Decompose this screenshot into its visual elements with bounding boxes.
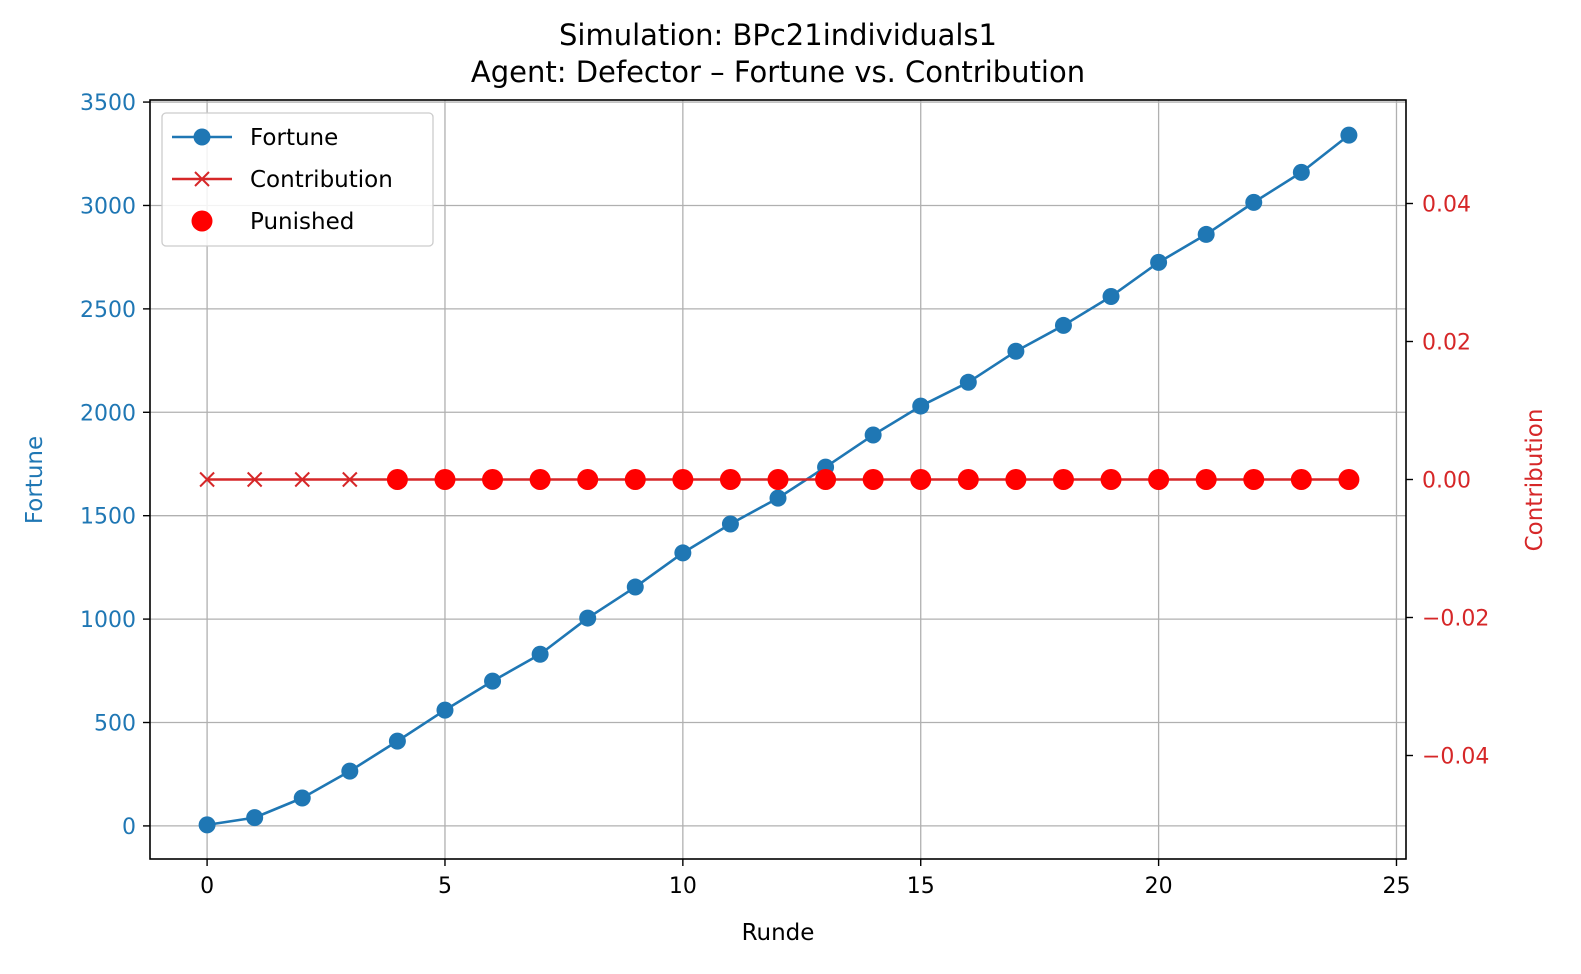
y-left-tick-label: 2000 — [80, 401, 136, 426]
y-right-axis-ticks: −0.04 −0.02 0.00 0.02 0.04 — [1406, 193, 1489, 770]
punished-point — [1195, 469, 1217, 490]
punished-point — [386, 469, 408, 490]
fortune-point — [721, 515, 739, 533]
y-right-tick-label: 0.02 — [1422, 331, 1471, 356]
y-left-tick-label: 3500 — [80, 91, 136, 116]
y-left-axis-label: Fortune — [22, 436, 48, 524]
x-tick-label: 0 — [200, 874, 214, 899]
legend-contribution-marker — [194, 171, 210, 187]
fortune-point — [436, 701, 454, 719]
punished-point — [815, 469, 837, 490]
x-tick-label: 25 — [1382, 874, 1410, 899]
punished-point — [957, 469, 979, 490]
y-left-tick-label: 0 — [122, 815, 136, 840]
contribution-point — [342, 471, 358, 488]
y-left-tick-label: 3000 — [80, 194, 136, 219]
y-right-axis-label: Contribution — [1522, 409, 1548, 552]
y-left-tick-label: 2500 — [80, 298, 136, 323]
legend-fortune-label: Fortune — [250, 125, 338, 151]
y-right-tick-label: 0.00 — [1422, 469, 1471, 494]
punished-point — [1290, 469, 1312, 490]
y-left-axis-ticks: 0 500 1000 1500 2000 2500 3000 3500 — [80, 91, 150, 840]
punished-point — [1148, 469, 1170, 490]
y-left-tick-label: 1500 — [80, 505, 136, 530]
fortune-point — [1150, 253, 1168, 271]
legend-box — [161, 112, 434, 247]
punished-point — [1005, 469, 1027, 490]
fortune-point — [198, 816, 216, 834]
fortune-point — [1197, 225, 1215, 243]
fortune-point — [912, 397, 930, 415]
contribution-point — [246, 471, 263, 488]
legend-contribution-label: Contribution — [250, 167, 393, 193]
punished-point — [1338, 469, 1360, 490]
x-axis-ticks: 0 5 10 15 20 25 — [200, 859, 1410, 899]
punished-point — [1052, 469, 1074, 490]
punished-point — [719, 469, 741, 490]
fortune-point — [674, 544, 692, 562]
fortune-point — [388, 732, 406, 750]
contribution-point — [294, 471, 310, 488]
punished-point — [577, 469, 599, 490]
x-tick-label: 10 — [669, 874, 697, 899]
fortune-point — [1340, 126, 1358, 144]
fortune-point — [246, 809, 264, 827]
legend-punished-marker — [191, 210, 213, 232]
punished-point — [624, 469, 646, 490]
punished-point — [767, 469, 789, 490]
fortune-point — [864, 426, 882, 444]
x-tick-label: 15 — [907, 874, 935, 899]
y-right-tick-label: −0.04 — [1422, 745, 1489, 770]
fortune-point — [1007, 342, 1025, 360]
fortune-point — [579, 609, 597, 627]
fortune-point — [1054, 316, 1072, 334]
fortune-point — [959, 373, 977, 391]
fortune-point — [341, 762, 359, 780]
punished-point — [529, 469, 551, 490]
legend: Fortune Contribution Punished — [161, 112, 434, 247]
x-axis-label: Runde — [742, 920, 815, 946]
punished-point — [434, 469, 456, 490]
fortune-point — [293, 789, 311, 807]
fortune-point — [531, 645, 549, 663]
fortune-point — [769, 489, 787, 507]
plot-series — [198, 126, 1360, 834]
fortune-point — [1292, 163, 1310, 181]
chart-title: Simulation: BPc21individuals1 — [559, 18, 997, 52]
y-left-tick-label: 500 — [94, 712, 136, 737]
chart-subtitle: Agent: Defector – Fortune vs. Contributi… — [471, 55, 1085, 89]
contribution-point — [199, 471, 215, 488]
fortune-point — [484, 672, 502, 690]
legend-punished-label: Punished — [250, 209, 354, 235]
x-tick-label: 20 — [1145, 874, 1173, 899]
punished-point — [1243, 469, 1265, 490]
fortune-point — [1245, 193, 1263, 211]
y-right-tick-label: 0.04 — [1422, 193, 1471, 218]
legend-fortune-marker — [193, 128, 211, 146]
punished-point — [672, 469, 694, 490]
punished-point — [482, 469, 504, 490]
punished-point — [862, 469, 884, 490]
fortune-point — [626, 578, 644, 596]
fortune-point — [1102, 287, 1120, 305]
grid — [150, 100, 1406, 859]
y-right-tick-label: −0.02 — [1422, 607, 1489, 632]
punished-point — [910, 469, 932, 490]
x-tick-label: 5 — [438, 874, 452, 899]
y-left-tick-label: 1000 — [80, 608, 136, 633]
punished-point — [1100, 469, 1122, 490]
